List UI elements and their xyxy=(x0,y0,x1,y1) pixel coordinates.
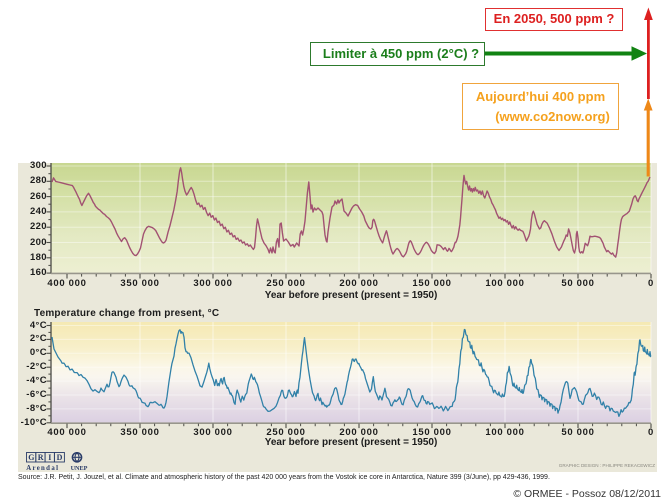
svg-text:Arendal: Arendal xyxy=(26,464,59,471)
svg-text:G: G xyxy=(28,453,34,462)
svg-text:I: I xyxy=(48,453,51,462)
svg-text:D: D xyxy=(57,453,63,462)
svg-text:R: R xyxy=(38,453,44,462)
svg-text:UNEP: UNEP xyxy=(71,465,88,472)
